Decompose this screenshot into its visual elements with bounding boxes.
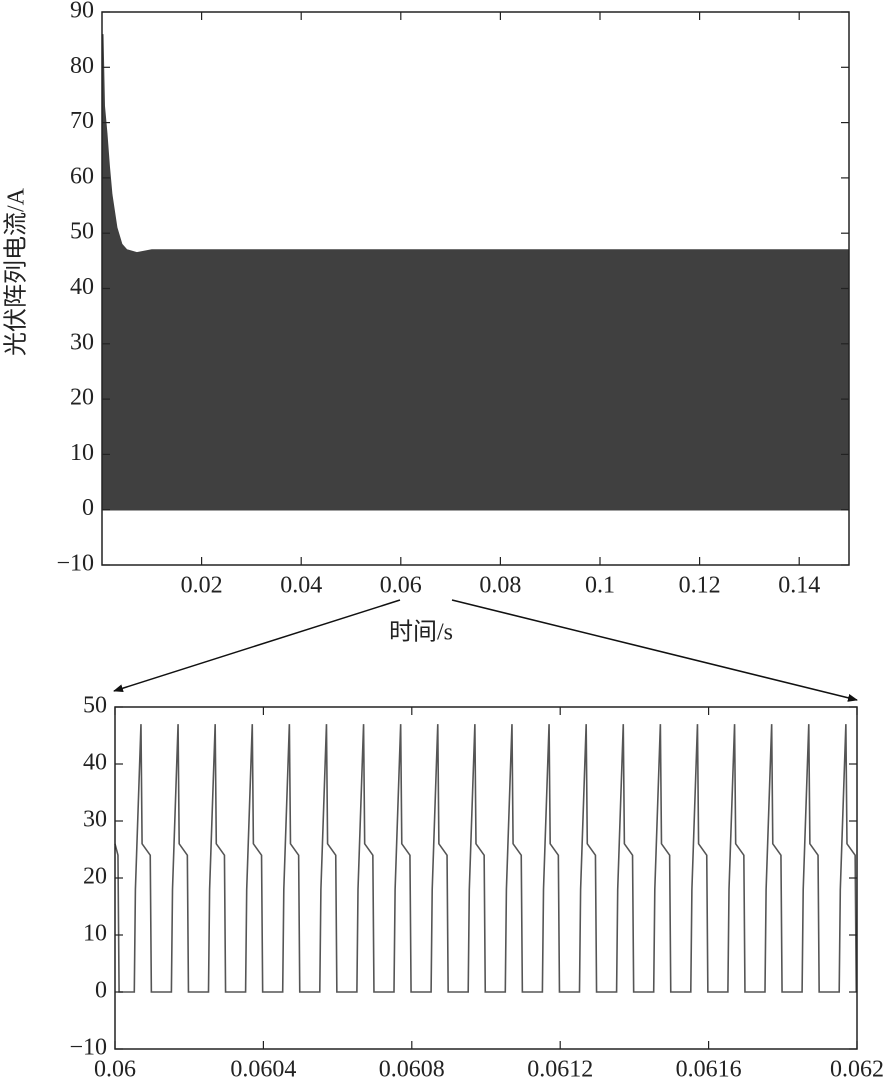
y-tick-label: 0 xyxy=(82,495,94,521)
x-tick-label: 0.0612 xyxy=(527,1057,593,1083)
x-tick-label: 0.14 xyxy=(778,573,820,599)
y-tick-label: 30 xyxy=(83,807,107,833)
y-axis-label: 光伏阵列电流/A xyxy=(3,187,30,356)
y-tick-label: −10 xyxy=(56,551,94,577)
x-tick-label: 0.0608 xyxy=(379,1057,445,1083)
x-tick-label: 0.0604 xyxy=(230,1057,296,1083)
x-tick-label: 0.062 xyxy=(830,1057,884,1083)
y-tick-label: 10 xyxy=(70,440,94,466)
y-tick-label: 20 xyxy=(83,864,107,890)
line xyxy=(114,724,858,993)
x-tick-label: 0.04 xyxy=(280,573,322,599)
y-tick-label: 40 xyxy=(83,750,107,776)
y-tick-label: 50 xyxy=(70,219,94,245)
x-tick-label: 0.1 xyxy=(585,573,615,599)
band-area xyxy=(102,34,850,511)
x-tick-label: 0.02 xyxy=(181,573,223,599)
y-tick-label: 70 xyxy=(70,108,94,134)
x-tick-label: 0.08 xyxy=(479,573,521,599)
x-tick-label: 0.06 xyxy=(94,1057,136,1083)
y-tick-label: 30 xyxy=(70,329,94,355)
y-tick-label: −10 xyxy=(69,1035,107,1061)
y-tick-label: 60 xyxy=(70,163,94,189)
x-axis-label: 时间/s xyxy=(389,619,453,646)
y-tick-label: 40 xyxy=(70,274,94,300)
zoom-arrow xyxy=(451,599,858,702)
plot-frame xyxy=(114,706,858,1050)
y-tick-label: 90 xyxy=(70,0,94,24)
y-tick-label: 10 xyxy=(83,921,107,947)
y-tick-label: 20 xyxy=(70,385,94,411)
x-tick-label: 0.0616 xyxy=(676,1057,742,1083)
x-tick-label: 0.06 xyxy=(380,573,422,599)
y-tick-label: 80 xyxy=(70,53,94,79)
y-tick-label: 0 xyxy=(95,978,107,1004)
zoom-arrow xyxy=(113,599,401,693)
x-tick-label: 0.12 xyxy=(679,573,721,599)
y-tick-label: 50 xyxy=(83,693,107,719)
